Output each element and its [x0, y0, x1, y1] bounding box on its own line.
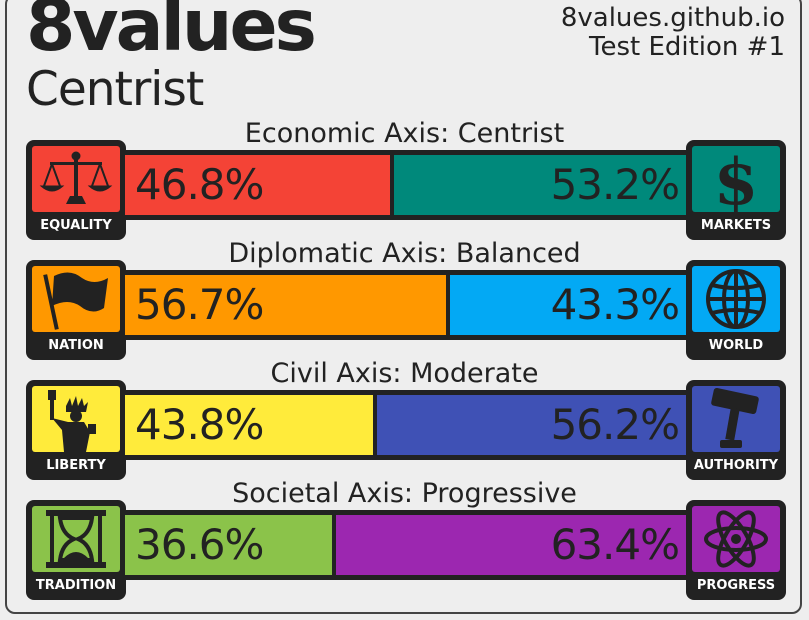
- atom-icon: [704, 510, 768, 568]
- tradition-percent: 36.6%: [135, 520, 264, 569]
- nation-label: NATION: [48, 338, 104, 353]
- ideology-result: Centrist: [26, 62, 204, 117]
- tradition-icon-bg: [32, 506, 120, 572]
- authority-percent: 56.2%: [550, 400, 680, 449]
- world-percent: 43.3%: [550, 280, 680, 329]
- markets-badge: $ MARKETS: [686, 140, 786, 240]
- app-title: 8values: [26, 0, 317, 67]
- progress-label: PROGRESS: [696, 578, 776, 593]
- svg-text:$: $: [714, 146, 759, 212]
- societal-axis-bar: 36.6% 63.4%: [120, 510, 696, 580]
- authority-badge: AUTHORITY: [686, 380, 786, 480]
- progress-icon-bg: [692, 506, 780, 572]
- statue-of-liberty-icon: [48, 390, 96, 452]
- world-segment: 43.3%: [450, 275, 691, 335]
- hourglass-icon: [46, 510, 106, 568]
- site-url: 8values.github.io: [560, 3, 785, 33]
- civil-axis-bar: 43.8% 56.2%: [120, 390, 696, 460]
- equality-label: EQUALITY: [40, 218, 112, 233]
- equality-segment: 46.8%: [125, 155, 390, 215]
- tradition-segment: 36.6%: [125, 515, 332, 575]
- markets-percent: 53.2%: [550, 160, 680, 209]
- diplomatic-axis-bar: 56.7% 43.3%: [120, 270, 696, 340]
- progress-percent: 63.4%: [550, 520, 680, 569]
- nation-segment: 56.7%: [125, 275, 446, 335]
- liberty-icon-bg: [32, 386, 120, 452]
- world-icon-bg: [692, 266, 780, 332]
- globe-icon: [706, 269, 766, 329]
- civil-axis-label: Civil Axis: Moderate: [270, 358, 539, 389]
- societal-axis-label: Societal Axis: Progressive: [232, 478, 577, 509]
- economic-axis-label: Economic Axis: Centrist: [244, 118, 565, 149]
- equality-percent: 46.8%: [135, 160, 264, 209]
- diplomatic-axis-label: Diplomatic Axis: Balanced: [228, 238, 581, 269]
- progress-badge: PROGRESS: [686, 500, 786, 600]
- liberty-percent: 43.8%: [135, 400, 264, 449]
- equality-badge: EQUALITY: [26, 140, 126, 240]
- nation-icon-bg: [32, 266, 120, 332]
- dollar-icon: $: [714, 146, 759, 212]
- tradition-label: TRADITION: [35, 578, 117, 593]
- liberty-label: LIBERTY: [46, 458, 106, 473]
- liberty-segment: 43.8%: [125, 395, 373, 455]
- nation-percent: 56.7%: [135, 280, 264, 329]
- progress-segment: 63.4%: [336, 515, 691, 575]
- markets-segment: 53.2%: [394, 155, 691, 215]
- authority-segment: 56.2%: [377, 395, 691, 455]
- economic-axis-bar: 46.8% 53.2%: [120, 150, 696, 220]
- nation-badge: NATION: [26, 260, 126, 360]
- authority-label: AUTHORITY: [693, 458, 779, 473]
- markets-label: MARKETS: [700, 218, 772, 233]
- test-edition: Test Edition #1: [588, 32, 785, 62]
- world-label: WORLD: [708, 338, 764, 353]
- site-info: 8values.github.io Test Edition #1: [561, 4, 785, 62]
- tradition-badge: TRADITION: [26, 500, 126, 600]
- results-frame: [5, 0, 802, 614]
- scales-icon: [39, 151, 113, 204]
- gavel-icon: [711, 387, 759, 448]
- flag-icon: [43, 272, 108, 330]
- markets-icon-bg: $: [692, 146, 780, 212]
- liberty-badge: LIBERTY: [26, 380, 126, 480]
- world-badge: WORLD: [686, 260, 786, 360]
- authority-icon-bg: [692, 386, 780, 452]
- equality-icon-bg: [32, 146, 120, 212]
